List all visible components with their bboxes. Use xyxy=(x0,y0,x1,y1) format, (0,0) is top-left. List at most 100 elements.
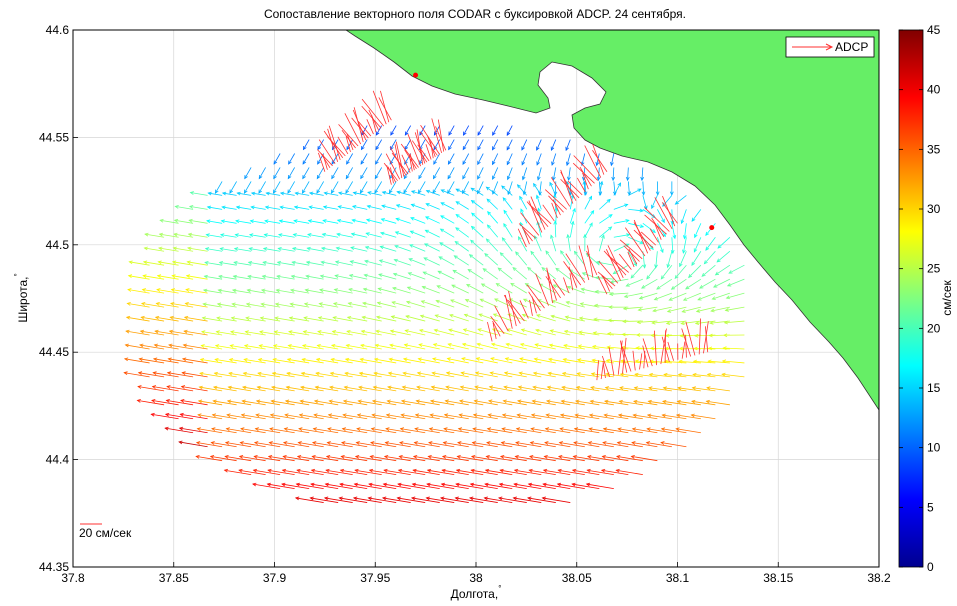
vector-arrow xyxy=(279,220,295,224)
vector-arrow xyxy=(527,267,542,280)
vector-arrow-head xyxy=(212,399,217,404)
adcp-arrow xyxy=(618,253,632,270)
vector-arrow xyxy=(125,344,150,350)
vector-arrow-head xyxy=(678,359,683,364)
adcp-arrow xyxy=(685,335,687,358)
vector-arrow-head xyxy=(563,329,569,334)
adcp-arrow xyxy=(411,140,428,163)
vector-arrow-head xyxy=(285,385,290,390)
vector-arrow xyxy=(429,428,455,434)
vector-arrow xyxy=(126,330,150,336)
vector-arrow xyxy=(285,400,310,406)
vector-arrow-head xyxy=(662,386,667,391)
vector-arrow xyxy=(232,289,252,294)
vector-arrow xyxy=(501,442,527,448)
vector-arrow xyxy=(576,386,600,392)
vector-arrow-head xyxy=(231,302,236,307)
adcp-arrow xyxy=(607,245,624,279)
vector-arrow xyxy=(409,244,426,252)
adcp-arrow xyxy=(409,155,413,172)
adcp-arrow xyxy=(642,345,649,368)
vector-arrow-head xyxy=(330,357,335,362)
vector-arrow xyxy=(229,358,252,364)
vector-arrow-head xyxy=(348,274,354,278)
vector-arrow xyxy=(391,316,411,322)
vector-arrow-head xyxy=(512,496,517,501)
vector-arrow-head xyxy=(522,191,527,196)
vector-arrow xyxy=(618,414,643,420)
vector-arrow xyxy=(577,359,600,364)
vector-arrow xyxy=(520,343,542,350)
vector-arrow-head xyxy=(171,274,176,279)
vector-arrow-head xyxy=(369,454,374,459)
colorbar-tick-label: 40 xyxy=(927,83,941,97)
vector-arrow-head xyxy=(630,454,635,459)
vector-arrow-head xyxy=(312,427,317,431)
vector-arrow xyxy=(184,330,208,336)
colorbar-tick-label: 0 xyxy=(927,560,934,574)
vector-arrow xyxy=(286,372,310,378)
vector-arrow-head xyxy=(331,330,336,334)
vector-arrow xyxy=(517,400,542,406)
adcp-arrow xyxy=(523,228,530,245)
vector-arrow xyxy=(352,205,368,210)
vector-arrow-head xyxy=(694,233,698,239)
vector-arrow-head xyxy=(486,427,492,431)
vector-arrow xyxy=(170,316,194,322)
vector-arrow xyxy=(399,442,426,448)
vector-arrow-head xyxy=(693,333,699,338)
vector-arrow xyxy=(293,234,310,238)
vector-arrow xyxy=(373,386,397,392)
vector-arrow-head xyxy=(337,205,342,209)
vector-arrow-head xyxy=(670,286,676,290)
vector-arrow-head xyxy=(445,385,450,390)
vector-arrow-head xyxy=(457,441,462,445)
vector-arrow-head xyxy=(386,399,391,404)
vector-arrow xyxy=(665,334,687,337)
vector-arrow xyxy=(529,455,556,462)
vector-arrow-head xyxy=(663,372,668,377)
vector-arrow-head xyxy=(394,231,400,235)
adcp-arrow xyxy=(380,90,390,123)
vector-arrow xyxy=(345,167,354,179)
vector-arrow xyxy=(683,292,702,301)
vector-arrow-head xyxy=(470,454,476,459)
vector-arrow xyxy=(398,469,426,476)
vector-arrow-head xyxy=(168,343,173,348)
adcp-arrow xyxy=(318,152,326,172)
vector-arrow xyxy=(599,214,613,224)
vector-arrow xyxy=(394,259,411,266)
vector-arrow xyxy=(421,300,440,308)
vector-arrow xyxy=(305,275,324,280)
coastal-marker xyxy=(709,225,715,231)
vector-arrow-head xyxy=(350,246,355,250)
vector-arrow xyxy=(564,330,585,336)
vector-arrow xyxy=(651,195,658,209)
vector-arrow xyxy=(521,153,528,165)
adcp-arrow xyxy=(598,261,619,284)
vector-arrow-head xyxy=(480,283,486,288)
vector-arrow-head xyxy=(532,371,538,376)
vector-arrow xyxy=(395,231,411,238)
vector-arrow-head xyxy=(476,342,481,347)
vector-arrow xyxy=(216,331,237,336)
vector-arrow-head xyxy=(158,246,163,251)
vector-arrow xyxy=(382,497,411,503)
vector-arrow-head xyxy=(499,454,505,459)
vector-arrow-head xyxy=(203,274,208,279)
vector-arrow-head xyxy=(183,329,188,334)
vector-arrow-head xyxy=(414,413,420,418)
adcp-arrow xyxy=(567,180,583,196)
vector-arrow xyxy=(635,373,658,378)
vector-arrow-head xyxy=(648,386,653,391)
vector-arrow-head xyxy=(501,185,506,190)
vector-arrow xyxy=(590,400,614,406)
vector-arrow xyxy=(247,275,266,280)
adcp-arrow xyxy=(437,119,445,152)
vector-arrow xyxy=(722,373,745,378)
vector-arrow-head xyxy=(276,260,282,265)
vector-arrow xyxy=(693,360,716,364)
vector-arrow xyxy=(662,400,687,406)
vector-arrow-head xyxy=(373,371,378,376)
vector-arrow xyxy=(574,428,600,434)
